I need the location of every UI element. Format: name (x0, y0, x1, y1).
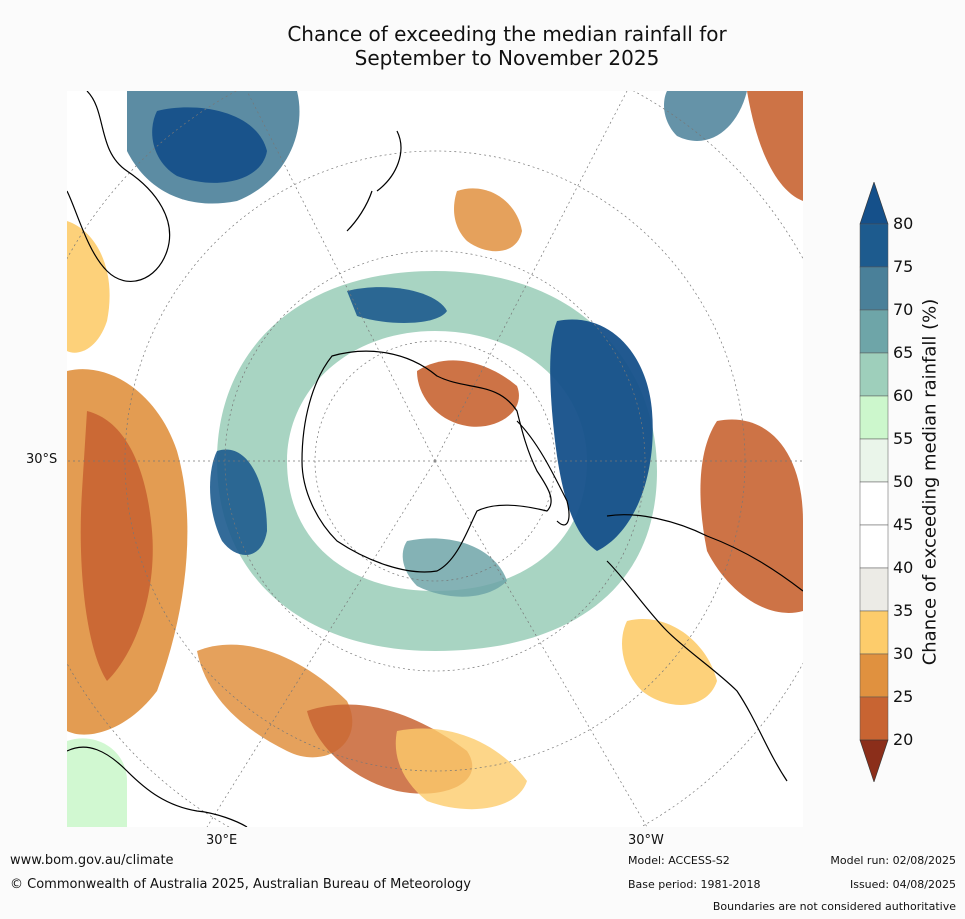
colorbar-tick-label: 80 (893, 214, 914, 233)
colorbar-svg (859, 181, 889, 783)
title-line-2: September to November 2025 (354, 46, 660, 70)
map-title: Chance of exceeding the median rainfall … (67, 22, 947, 70)
title-line-1: Chance of exceeding the median rainfall … (287, 22, 727, 46)
dry-region-bottom-center (395, 728, 527, 810)
wet-region-ross-sea (347, 287, 447, 323)
colorbar-tick-label: 50 (893, 472, 914, 491)
colorbar-tick-label: 40 (893, 558, 914, 577)
base-period: Base period: 1981-2018 (628, 878, 761, 891)
colorbar-tick-label: 35 (893, 601, 914, 620)
dry-region-south-america-east (700, 419, 803, 613)
wet-region-bottom-left (67, 738, 127, 827)
colorbar-band-35-40 (859, 567, 889, 612)
dry-region-west-edge (67, 221, 110, 353)
issued-date: Issued: 04/08/2025 (849, 878, 956, 891)
colorbar-band-50-55 (859, 438, 889, 483)
longitude-label-30e: 30°E (206, 833, 238, 848)
meridian-line-a (206, 460, 436, 827)
colorbar-tick-label: 60 (893, 386, 914, 405)
dry-region-pacific-patch (454, 188, 522, 252)
wet-region-antarctic-east (402, 538, 507, 597)
wet-ring-southern-ocean (217, 271, 657, 651)
africa-coastline (67, 746, 248, 827)
dry-region-ne-corner (747, 91, 803, 201)
wet-region-drake-passage (550, 319, 653, 551)
map-svg (67, 91, 803, 827)
dry-region-antarctic-peninsula (417, 360, 519, 427)
wet-region-ne-pacific (664, 91, 747, 141)
colorbar-tick-label: 20 (893, 730, 914, 749)
colorbar (856, 181, 965, 783)
colorbar-band-65-70 (859, 309, 889, 354)
colorbar-bands (859, 181, 889, 783)
coastlines (67, 91, 803, 827)
colorbar-tick-label: 70 (893, 300, 914, 319)
longitude-label-30w: 30°W (628, 833, 664, 848)
colorbar-tick-label: 30 (893, 644, 914, 663)
colorbar-band-70-75 (859, 266, 889, 311)
meridian-line-f (246, 91, 436, 462)
meridian-line-b (434, 460, 648, 827)
colorbar-arrow-high (859, 181, 889, 225)
antarctica-coastline (301, 350, 552, 573)
model-name: Model: ACCESS-S2 (628, 854, 730, 867)
colorbar-label-text: Chance of exceeding median rainfall (%) (919, 298, 941, 666)
colorbar-band-30-35 (859, 610, 889, 655)
dry-region-atlantic-sw (622, 619, 717, 705)
new-zealand-coastline (346, 130, 402, 232)
graticule (67, 91, 803, 827)
boundaries-disclaimer: Boundaries are not considered authoritat… (712, 900, 956, 913)
colorbar-band-75-80 (859, 223, 889, 268)
antarctic-peninsula-coastline (516, 420, 570, 526)
dry-region-south-atlantic-core (80, 411, 153, 681)
south-america-coastline (606, 514, 803, 782)
colorbar-band-60-65 (859, 352, 889, 397)
colorbar-tick-label: 55 (893, 429, 914, 448)
colorbar-band-55-60 (859, 395, 889, 440)
colorbar-tick-label: 25 (893, 687, 914, 706)
rainfall-outlook-map (67, 91, 803, 827)
model-run-date: Model run: 02/08/2025 (830, 854, 956, 867)
wet-region-indian-sector (210, 449, 267, 555)
colorbar-tick-label: 65 (893, 343, 914, 362)
colorbar-band-40-45 (859, 524, 889, 569)
colorbar-band-45-50 (859, 481, 889, 526)
latitude-label-30s: 30°S (26, 452, 58, 467)
dry-anomaly-layer (67, 91, 803, 810)
dry-region-africa-south (197, 644, 353, 758)
colorbar-band-25-30 (859, 653, 889, 698)
colorbar-tick-label: 45 (893, 515, 914, 534)
website-link[interactable]: www.bom.gov.au/climate (10, 853, 174, 868)
colorbar-band-20-25 (859, 696, 889, 741)
colorbar-tick-label: 75 (893, 257, 914, 276)
australia-coastline (67, 91, 171, 282)
colorbar-arrow-low (859, 739, 889, 783)
copyright-text: © Commonwealth of Australia 2025, Austra… (10, 877, 471, 892)
